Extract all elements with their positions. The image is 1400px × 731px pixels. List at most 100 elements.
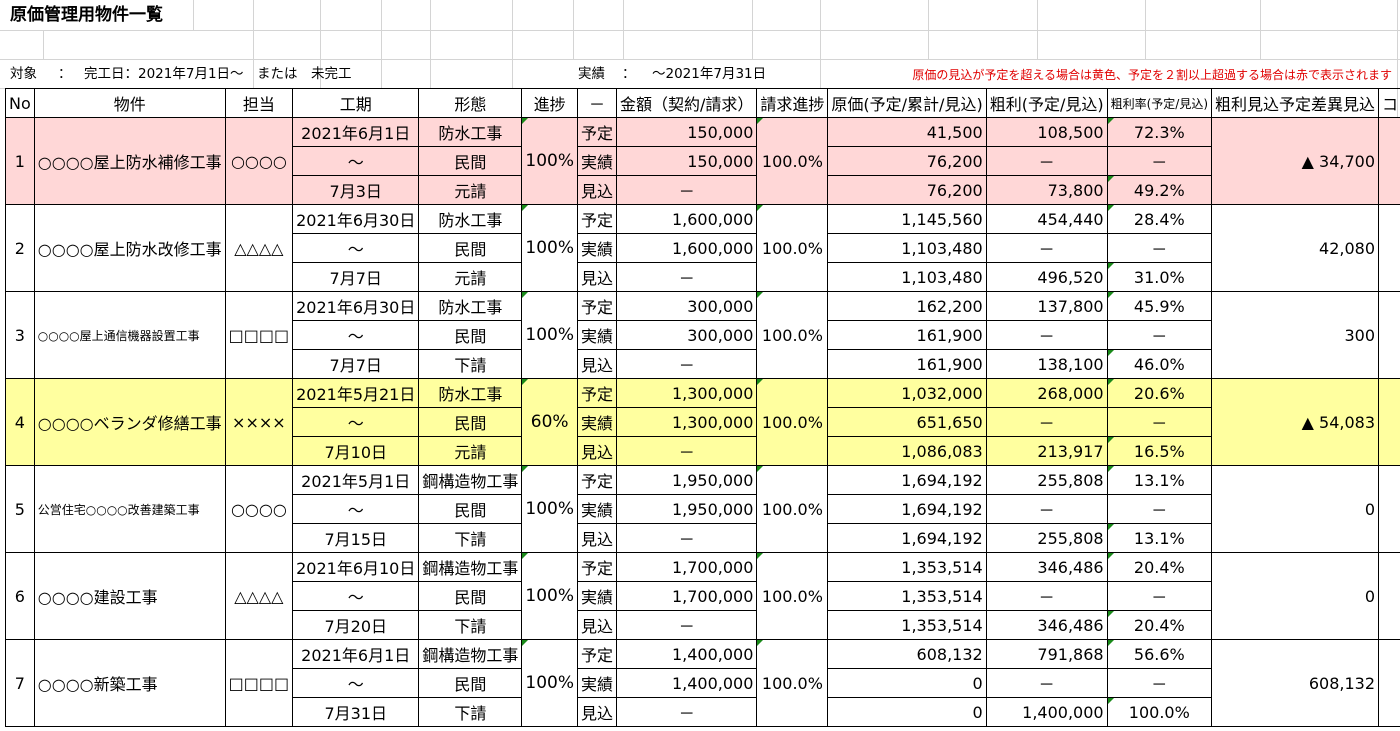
comment-cell[interactable] [1378,465,1400,553]
rate-planned[interactable]: 20.6% [1106,378,1213,408]
person-name[interactable]: ×××× [224,378,294,466]
header-comment[interactable]: コメント [1378,88,1400,118]
profit-forecast[interactable]: 255,808 [985,523,1108,553]
end-date[interactable]: 7月31日 [292,697,420,727]
property-name[interactable]: ○○○○新築工事 [33,639,226,727]
amount-forecast[interactable]: － [615,349,758,379]
contract-type[interactable]: 下請 [418,349,523,379]
header-dash[interactable]: － [576,88,618,118]
amount-billed[interactable]: 1,700,000 [615,581,758,611]
rate-planned[interactable]: 72.3% [1106,117,1213,147]
cost-forecast[interactable]: 1,086,083 [827,436,987,466]
start-date[interactable]: 2021年6月30日 [292,204,420,234]
amount-forecast[interactable]: － [615,262,758,292]
end-date[interactable]: 7月20日 [292,610,420,640]
header-property[interactable]: 物件 [33,88,226,118]
person-name[interactable]: □□□□ [224,291,294,379]
profit-actual[interactable]: － [985,320,1108,350]
property-name[interactable]: 公営住宅○○○○改善建築工事 [33,465,226,553]
comment-cell[interactable] [1378,204,1400,292]
rate-actual[interactable]: － [1106,668,1213,698]
row-no[interactable]: 3 [5,291,35,379]
header-variance[interactable]: 粗利見込予定差異見込 [1211,88,1380,118]
property-name[interactable]: ○○○○屋上防水補修工事 [33,117,226,205]
cost-actual[interactable]: 161,900 [827,320,987,350]
rate-planned[interactable]: 56.6% [1106,639,1213,669]
profit-planned[interactable]: 346,486 [985,552,1108,582]
header-gross-profit[interactable]: 粗利(予定/見込) [985,88,1108,118]
person-name[interactable]: △△△△ [224,552,294,640]
property-name[interactable]: ○○○○建設工事 [33,552,226,640]
cost-forecast[interactable]: 76,200 [827,175,987,205]
cost-planned[interactable]: 608,132 [827,639,987,669]
row-no[interactable]: 6 [5,552,35,640]
cost-planned[interactable]: 1,694,192 [827,465,987,495]
profit-variance[interactable]: ▲ 34,700 [1211,117,1380,205]
cost-planned[interactable]: 1,353,514 [827,552,987,582]
rate-forecast[interactable]: 100.0% [1106,697,1213,727]
billing-progress[interactable]: 100.0% [756,552,829,640]
amount-billed[interactable]: 1,600,000 [615,233,758,263]
profit-planned[interactable]: 791,868 [985,639,1108,669]
rate-forecast[interactable]: 13.1% [1106,523,1213,553]
work-type[interactable]: 防水工事 [418,378,523,408]
start-date[interactable]: 2021年5月21日 [292,378,420,408]
end-date[interactable]: 7月7日 [292,262,420,292]
end-date[interactable]: 7月15日 [292,523,420,553]
billing-progress[interactable]: 100.0% [756,465,829,553]
profit-actual[interactable]: － [985,494,1108,524]
rate-planned[interactable]: 13.1% [1106,465,1213,495]
profit-forecast[interactable]: 213,917 [985,436,1108,466]
client-type[interactable]: 民間 [418,581,523,611]
profit-forecast[interactable]: 496,520 [985,262,1108,292]
progress-percent[interactable]: 100% [521,465,578,553]
comment-cell[interactable] [1378,378,1400,466]
profit-forecast[interactable]: 346,486 [985,610,1108,640]
rate-actual[interactable]: － [1106,233,1213,263]
profit-planned[interactable]: 255,808 [985,465,1108,495]
comment-cell[interactable] [1378,639,1400,727]
amount-billed[interactable]: 1,400,000 [615,668,758,698]
progress-percent[interactable]: 100% [521,552,578,640]
rate-planned[interactable]: 28.4% [1106,204,1213,234]
progress-percent[interactable]: 100% [521,204,578,292]
amount-billed[interactable]: 300,000 [615,320,758,350]
cost-forecast[interactable]: 161,900 [827,349,987,379]
amount-contract[interactable]: 1,300,000 [615,378,758,408]
profit-planned[interactable]: 108,500 [985,117,1108,147]
rate-planned[interactable]: 45.9% [1106,291,1213,321]
cost-forecast[interactable]: 1,353,514 [827,610,987,640]
progress-percent[interactable]: 100% [521,291,578,379]
billing-progress[interactable]: 100.0% [756,291,829,379]
profit-forecast[interactable]: 1,400,000 [985,697,1108,727]
cost-actual[interactable]: 1,694,192 [827,494,987,524]
end-date[interactable]: 7月10日 [292,436,420,466]
cost-planned[interactable]: 1,032,000 [827,378,987,408]
person-name[interactable]: ○○○○ [224,117,294,205]
amount-billed[interactable]: 1,950,000 [615,494,758,524]
comment-cell[interactable] [1378,552,1400,640]
rate-forecast[interactable]: 16.5% [1106,436,1213,466]
cost-actual[interactable]: 1,103,480 [827,233,987,263]
amount-forecast[interactable]: － [615,697,758,727]
property-name[interactable]: ○○○○ベランダ修繕工事 [33,378,226,466]
profit-actual[interactable]: － [985,668,1108,698]
rate-actual[interactable]: － [1106,146,1213,176]
work-type[interactable]: 鋼構造物工事 [418,552,523,582]
amount-billed[interactable]: 1,300,000 [615,407,758,437]
work-type[interactable]: 防水工事 [418,117,523,147]
amount-contract[interactable]: 1,600,000 [615,204,758,234]
profit-variance[interactable]: 0 [1211,552,1380,640]
profit-planned[interactable]: 137,800 [985,291,1108,321]
work-type[interactable]: 鋼構造物工事 [418,465,523,495]
profit-planned[interactable]: 268,000 [985,378,1108,408]
progress-percent[interactable]: 60% [521,378,578,466]
contract-type[interactable]: 下請 [418,697,523,727]
contract-type[interactable]: 元請 [418,262,523,292]
profit-variance[interactable]: 42,080 [1211,204,1380,292]
rate-forecast[interactable]: 49.2% [1106,175,1213,205]
header-period[interactable]: 工期 [292,88,420,118]
amount-forecast[interactable]: － [615,175,758,205]
amount-contract[interactable]: 1,400,000 [615,639,758,669]
cost-planned[interactable]: 162,200 [827,291,987,321]
